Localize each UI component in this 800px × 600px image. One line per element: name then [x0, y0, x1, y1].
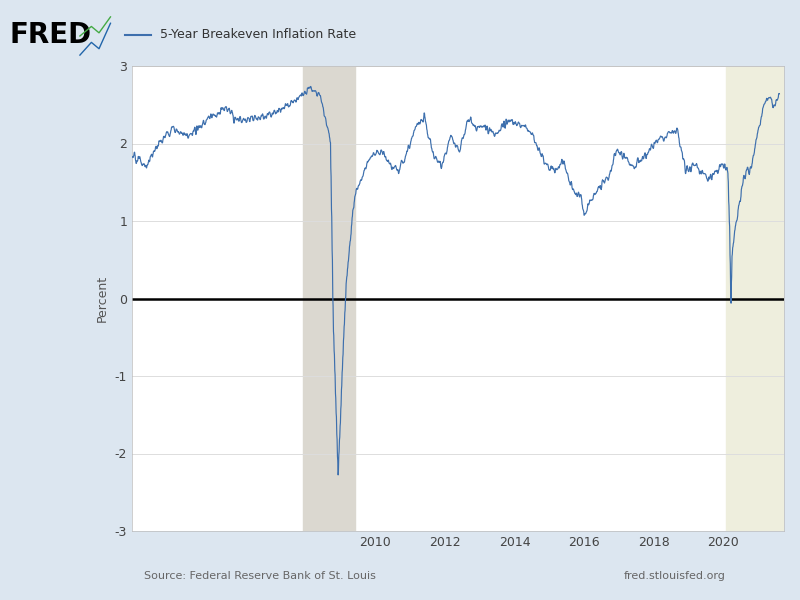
Bar: [303, 66, 355, 531]
Text: FRED: FRED: [10, 20, 92, 49]
Y-axis label: Percent: Percent: [96, 275, 110, 322]
Bar: [726, 66, 784, 531]
Text: Source: Federal Reserve Bank of St. Louis: Source: Federal Reserve Bank of St. Loui…: [144, 571, 376, 581]
Text: 5-Year Breakeven Inflation Rate: 5-Year Breakeven Inflation Rate: [160, 28, 356, 41]
Text: fred.stlouisfed.org: fred.stlouisfed.org: [624, 571, 726, 581]
